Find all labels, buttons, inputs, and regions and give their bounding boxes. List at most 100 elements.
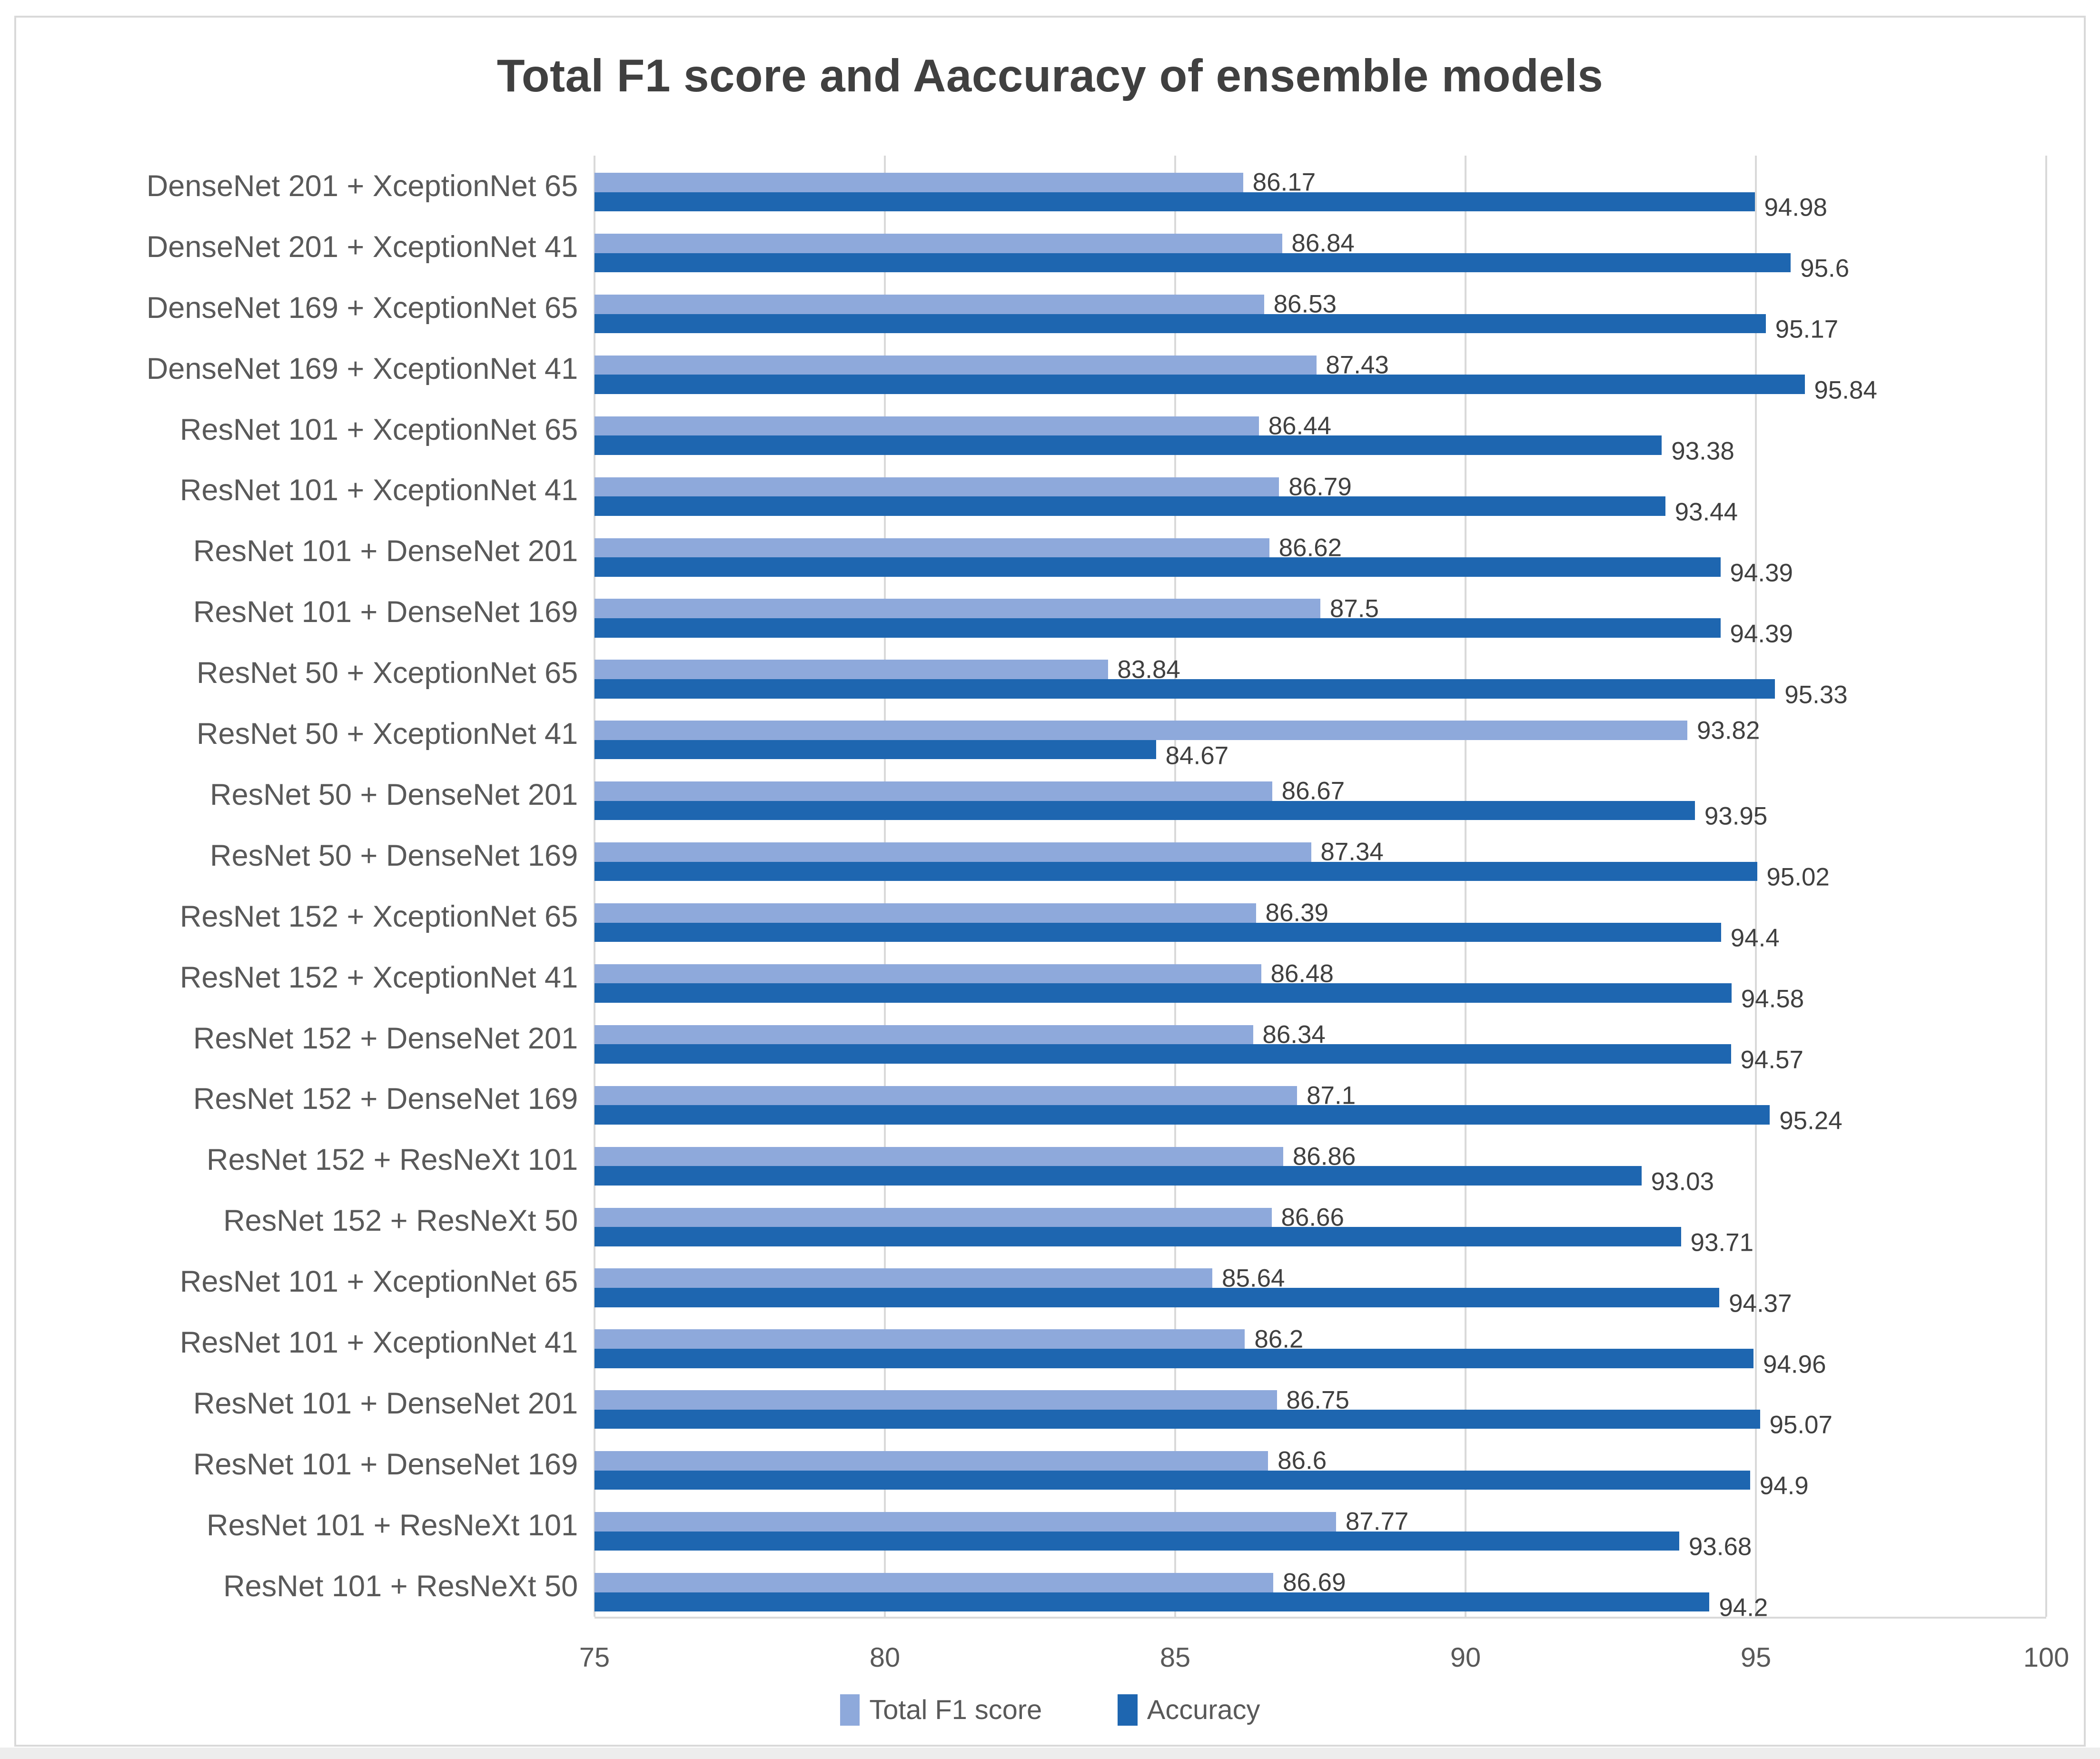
accuracy-bar: [594, 1227, 1681, 1246]
f1-score-bar: [594, 781, 1272, 801]
category-label: ResNet 101 + DenseNet 169: [193, 1447, 578, 1481]
bar-group-row: 86.62 94.39: [594, 521, 2046, 587]
gridline: [2045, 155, 2048, 1617]
f1-value-label: 86.75: [1286, 1386, 1349, 1414]
category-label: ResNet 101 + DenseNet 169: [193, 595, 578, 629]
accuracy-bar: [594, 1409, 1760, 1429]
accuracy-bar: [594, 922, 1721, 942]
f1-value-label: 86.34: [1262, 1020, 1326, 1049]
accuracy-bar: [594, 740, 1156, 760]
accuracy-value-label: 93.44: [1674, 498, 1738, 526]
accuracy-value-label: 94.98: [1764, 193, 1827, 222]
category-label: ResNet 101 + DenseNet 201: [193, 1387, 578, 1421]
f1-value-label: 87.77: [1345, 1507, 1409, 1536]
plot-area: 86.17 94.98 86.84 95.6 86.53 95.17 87.43 95.84 8…: [594, 155, 2048, 1622]
chart-title: Total F1 score and Aaccuracy of ensemble…: [496, 50, 1604, 102]
bar-rows: 86.17 94.98 86.84 95.6 86.53 95.17 87.43 95.84 8…: [594, 156, 2046, 1622]
accuracy-value-label: 93.95: [1704, 802, 1768, 830]
bar-group-row: 86.69 94.2: [594, 1556, 2046, 1622]
legend-item-f1: Total F1 score: [840, 1694, 1042, 1726]
f1-score-bar: [594, 538, 1269, 558]
accuracy-value-label: 94.37: [1729, 1289, 1792, 1318]
f1-score-bar: [594, 1086, 1298, 1106]
f1-score-bar: [594, 660, 1108, 679]
accuracy-bar: [594, 1044, 1731, 1064]
category-label: ResNet 101 + ResNeXt 101: [207, 1508, 578, 1542]
gridlines: [594, 155, 2048, 1617]
x-axis: 75 80 85 90 95 100: [579, 1642, 2069, 1680]
bar-group-row: 86.67 93.95: [594, 764, 2046, 830]
chart-frame: Total F1 score and Aaccuracy of ensemble…: [14, 16, 2086, 1747]
accuracy-bar: [594, 1166, 1642, 1186]
accuracy-value-label: 94.39: [1730, 620, 1793, 648]
page-bottom-strip: [0, 1748, 2100, 1759]
gridline: [884, 155, 886, 1617]
f1-score-bar: [594, 1451, 1268, 1471]
f1-value-label: 86.2: [1254, 1325, 1304, 1354]
bar-group-row: 86.34 94.57: [594, 1008, 2046, 1074]
bar-group-row: 87.43 95.84: [594, 338, 2046, 405]
category-label: ResNet 152 + DenseNet 201: [193, 1021, 578, 1055]
bar-group-row: 86.2 94.96: [594, 1312, 2046, 1378]
bar-group-row: 87.5 94.39: [594, 582, 2046, 648]
accuracy-bar: [594, 1592, 1710, 1612]
f1-score-bar: [594, 903, 1256, 923]
accuracy-bar: [594, 1288, 1720, 1307]
f1-score-bar: [594, 964, 1261, 984]
f1-value-label: 86.69: [1283, 1568, 1346, 1597]
f1-score-bar: [594, 1329, 1245, 1349]
bar-group-row: 85.64 94.37: [594, 1251, 2046, 1317]
accuracy-bar: [594, 192, 1755, 212]
category-axis: DenseNet 201 + XceptionNet 65 DenseNet 20…: [33, 156, 578, 1617]
x-axis-tick-label: 75: [579, 1642, 610, 1673]
category-label: ResNet 152 + DenseNet 169: [193, 1082, 578, 1116]
accuracy-bar: [594, 557, 1721, 577]
accuracy-bar: [594, 983, 1732, 1003]
f1-score-bar: [594, 1572, 1274, 1592]
gridline: [1755, 155, 1757, 1617]
f1-score-bar: [594, 842, 1311, 862]
f1-value-label: 86.66: [1281, 1203, 1344, 1232]
x-axis-tick-label: 100: [2023, 1642, 2070, 1673]
category-label: ResNet 101 + ResNeXt 50: [223, 1569, 578, 1603]
bar-group-row: 86.75 95.07: [594, 1373, 2046, 1439]
category-label: ResNet 101 + DenseNet 201: [193, 534, 578, 568]
accuracy-value-label: 93.03: [1651, 1167, 1714, 1196]
f1-value-label: 86.67: [1281, 777, 1345, 805]
category-label: DenseNet 201 + XceptionNet 41: [146, 230, 578, 264]
bar-group-row: 87.34 95.02: [594, 825, 2046, 891]
f1-value-label: 86.6: [1278, 1446, 1327, 1475]
category-label: ResNet 50 + XceptionNet 65: [196, 656, 578, 690]
f1-score-bar: [594, 477, 1279, 497]
accuracy-value-label: 94.9: [1759, 1472, 1809, 1500]
accuracy-value-label: 95.6: [1800, 254, 1850, 283]
bar-group-row: 93.82 84.67: [594, 703, 2046, 770]
category-label: ResNet 50 + XceptionNet 41: [196, 717, 578, 751]
f1-value-label: 86.39: [1265, 899, 1328, 927]
f1-score-bar: [594, 1207, 1272, 1227]
bar-group-row: 86.44 93.38: [594, 399, 2046, 465]
accuracy-value-label: 84.67: [1165, 741, 1229, 770]
accuracy-legend-label: Accuracy: [1147, 1695, 1260, 1726]
f1-score-bar: [594, 234, 1282, 253]
f1-score-bar: [594, 599, 1321, 619]
accuracy-bar: [594, 1348, 1754, 1368]
accuracy-legend-swatch-icon: [1118, 1694, 1138, 1726]
f1-value-label: 86.79: [1288, 473, 1352, 501]
accuracy-value-label: 93.71: [1690, 1228, 1754, 1257]
x-axis-tick-label: 95: [1740, 1642, 1772, 1673]
bar-group-row: 86.53 95.17: [594, 277, 2046, 344]
f1-value-label: 86.53: [1273, 290, 1337, 318]
accuracy-value-label: 95.02: [1766, 863, 1830, 891]
accuracy-bar: [594, 253, 1791, 273]
bar-group-row: 86.84 95.6: [594, 217, 2046, 283]
x-axis-line: [594, 1616, 2047, 1619]
accuracy-bar: [594, 861, 1757, 881]
accuracy-value-label: 94.58: [1741, 985, 1804, 1013]
accuracy-value-label: 95.33: [1784, 681, 1848, 709]
bar-group-row: 86.17 94.98: [594, 156, 2046, 222]
legend-item-accuracy: Accuracy: [1118, 1694, 1260, 1726]
category-label: ResNet 152 + ResNeXt 101: [207, 1143, 578, 1177]
accuracy-bar: [594, 1105, 1770, 1125]
